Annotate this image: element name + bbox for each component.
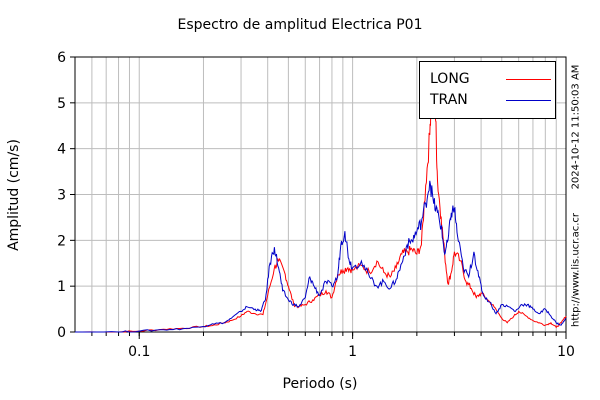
y-tick-label: 6: [57, 50, 66, 66]
x-tick-label: 0.1: [128, 344, 150, 360]
y-tick-label: 5: [57, 96, 66, 112]
legend-label-long: LONG: [430, 71, 470, 87]
legend-item-tran: TRAN: [430, 91, 551, 109]
legend-swatch-long: [506, 78, 551, 80]
y-tick-label: 3: [57, 188, 66, 204]
grid-lines: [75, 57, 566, 332]
x-axis-label: Periodo (s): [282, 376, 358, 392]
axis-ticks: 0 1 2 3 4 5 6 0.1 1 10: [57, 50, 575, 360]
source-url-label: http://www.lis.ucr.ac.cr: [570, 213, 582, 327]
series-line-tran: [75, 180, 567, 333]
y-axis-label: Amplitud (cm/s): [6, 139, 22, 251]
timestamp-label: 2024-10-12 11:50:03 AM: [570, 64, 582, 190]
series-line-long: [75, 67, 567, 333]
x-tick-label: 1: [348, 344, 357, 360]
y-tick-label: 1: [57, 279, 66, 295]
chart-title: Espectro de amplitud Electrica P01: [177, 17, 423, 33]
series-lines: [75, 67, 567, 333]
y-tick-label: 4: [57, 142, 66, 158]
legend-item-long: LONG: [430, 70, 551, 88]
y-tick-label: 2: [57, 233, 66, 249]
y-tick-label: 0: [57, 325, 66, 341]
legend: LONG TRAN: [419, 61, 556, 119]
legend-label-tran: TRAN: [430, 92, 468, 108]
x-tick-label: 10: [557, 344, 575, 360]
legend-swatch-tran: [506, 99, 551, 101]
